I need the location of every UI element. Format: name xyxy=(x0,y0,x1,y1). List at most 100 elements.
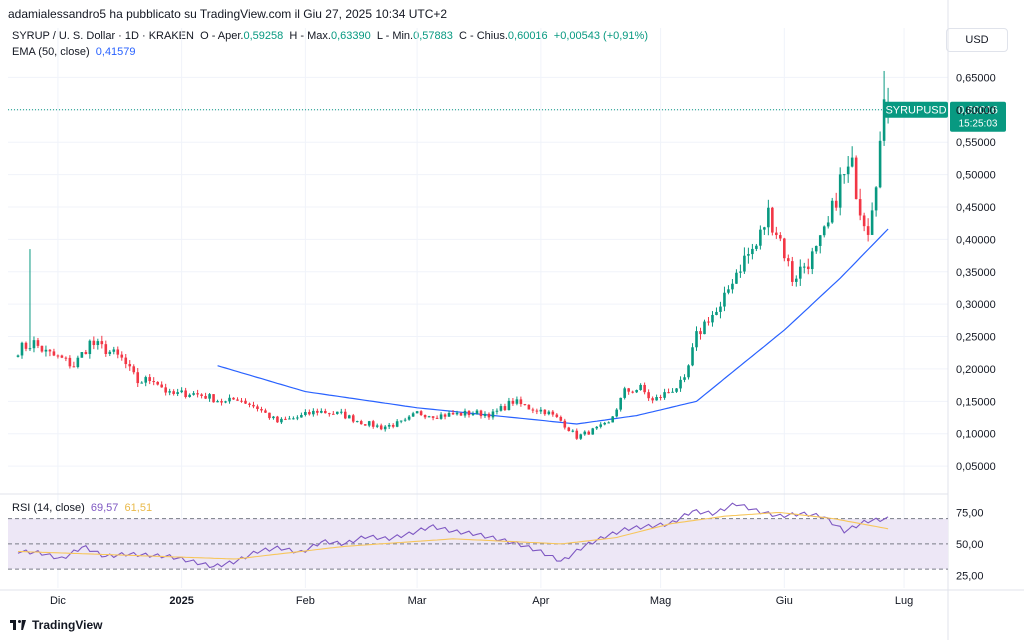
time-tick-label: 2025 xyxy=(169,595,193,607)
time-tick-label: Feb xyxy=(296,595,315,607)
price-tick-label: 0,45000 xyxy=(956,202,996,214)
price-tick-label: 0,35000 xyxy=(956,267,996,279)
candle-body xyxy=(838,174,842,208)
candle-body xyxy=(842,174,846,176)
candle-body xyxy=(507,400,511,411)
candle-body xyxy=(751,248,754,255)
candle-body xyxy=(367,421,371,426)
candle-body xyxy=(659,397,662,399)
candle-body xyxy=(767,207,770,228)
candle-body xyxy=(208,394,211,399)
candle-body xyxy=(858,199,862,216)
candle-body xyxy=(188,394,191,397)
candle-body xyxy=(683,377,686,380)
candle-body xyxy=(830,200,834,223)
countdown-label: 15:25:03 xyxy=(959,119,998,130)
time-tick-label: Dic xyxy=(50,595,66,607)
rsi-ma-line xyxy=(17,511,889,560)
price-tick-label: 0,05000 xyxy=(956,461,996,473)
candle-body xyxy=(256,406,259,410)
candle-body xyxy=(435,417,439,419)
candle-body xyxy=(124,357,128,365)
candle-body xyxy=(575,430,579,439)
candle-body xyxy=(136,372,140,384)
candle-body xyxy=(132,366,136,373)
close-label: C - Chius. xyxy=(459,30,508,42)
candle-body xyxy=(447,412,451,417)
candle-body xyxy=(563,420,567,428)
time-tick-label: Lug xyxy=(895,595,913,607)
candle-body xyxy=(647,392,650,399)
candle-body xyxy=(328,413,331,415)
candle-body xyxy=(731,283,734,290)
candle-body xyxy=(395,421,399,427)
candle-body xyxy=(316,410,319,413)
rsi-tick-label: 50,00 xyxy=(956,539,984,551)
candle-body xyxy=(499,406,503,411)
price-line: SYRUPUSD 0,60016 15:25:03 xyxy=(8,101,1006,132)
price-tick-label: 0,30000 xyxy=(956,299,996,311)
publisher-credit: adamialessandro5 ha pubblicato su Tradin… xyxy=(8,7,448,21)
candle-body xyxy=(64,357,68,359)
candle-body xyxy=(547,411,551,415)
high-value: 0,63390 xyxy=(330,30,371,42)
candle-body xyxy=(88,340,92,355)
candle-body xyxy=(439,414,443,419)
candle-body xyxy=(240,400,243,402)
candle-body xyxy=(850,157,854,167)
candle-body xyxy=(40,345,44,352)
candle-body xyxy=(615,409,618,417)
candle-body xyxy=(643,384,646,393)
candle-body xyxy=(723,292,726,307)
candle-body xyxy=(44,349,48,352)
candle-body xyxy=(32,340,36,349)
candle-body xyxy=(735,272,738,284)
close-value: 0,60016 xyxy=(507,30,548,42)
candle-body xyxy=(387,424,391,427)
candle-body xyxy=(332,413,335,415)
candle-body xyxy=(300,414,303,418)
candle-body xyxy=(320,410,323,413)
candle-body xyxy=(56,355,60,357)
candle-body xyxy=(379,425,383,430)
candle-body xyxy=(870,210,874,235)
candle-body xyxy=(487,413,491,418)
rsi-ma-value: 61,51 xyxy=(124,502,153,514)
candle-body xyxy=(196,393,199,395)
candle-body xyxy=(148,377,152,382)
candle-body xyxy=(144,377,148,383)
candle-body xyxy=(260,409,263,411)
candle-body xyxy=(703,321,706,335)
candle-body xyxy=(359,421,363,425)
candle-body xyxy=(587,431,591,435)
candle-body xyxy=(204,395,207,399)
candle-body xyxy=(36,340,40,346)
candle-body xyxy=(308,411,311,415)
candle-body xyxy=(679,379,682,389)
candle-body xyxy=(304,411,307,415)
candle-body xyxy=(699,331,702,335)
candle-body xyxy=(671,391,674,393)
candle-body xyxy=(854,157,858,200)
candle-body xyxy=(787,258,790,262)
candle-body xyxy=(611,416,614,423)
candle-body xyxy=(312,410,315,415)
candle-body xyxy=(814,245,818,252)
candle-body xyxy=(798,266,802,279)
currency-selector[interactable]: USD xyxy=(946,28,1008,52)
candle-body xyxy=(475,410,479,414)
candle-body xyxy=(747,254,750,256)
candle-body xyxy=(355,421,359,423)
open-value: 0,59258 xyxy=(243,30,284,42)
candle-body xyxy=(467,410,471,416)
candle-body xyxy=(834,200,838,208)
candle-body xyxy=(100,341,104,345)
change-value: +0,00543 (+0,91%) xyxy=(553,30,648,42)
rsi-line xyxy=(17,502,889,569)
candle-body xyxy=(531,409,535,411)
candle-body xyxy=(363,424,367,426)
candle-body xyxy=(515,399,519,404)
candle-body xyxy=(591,428,595,435)
brand-logo: TradingView xyxy=(10,618,102,632)
candle-body xyxy=(882,99,886,141)
